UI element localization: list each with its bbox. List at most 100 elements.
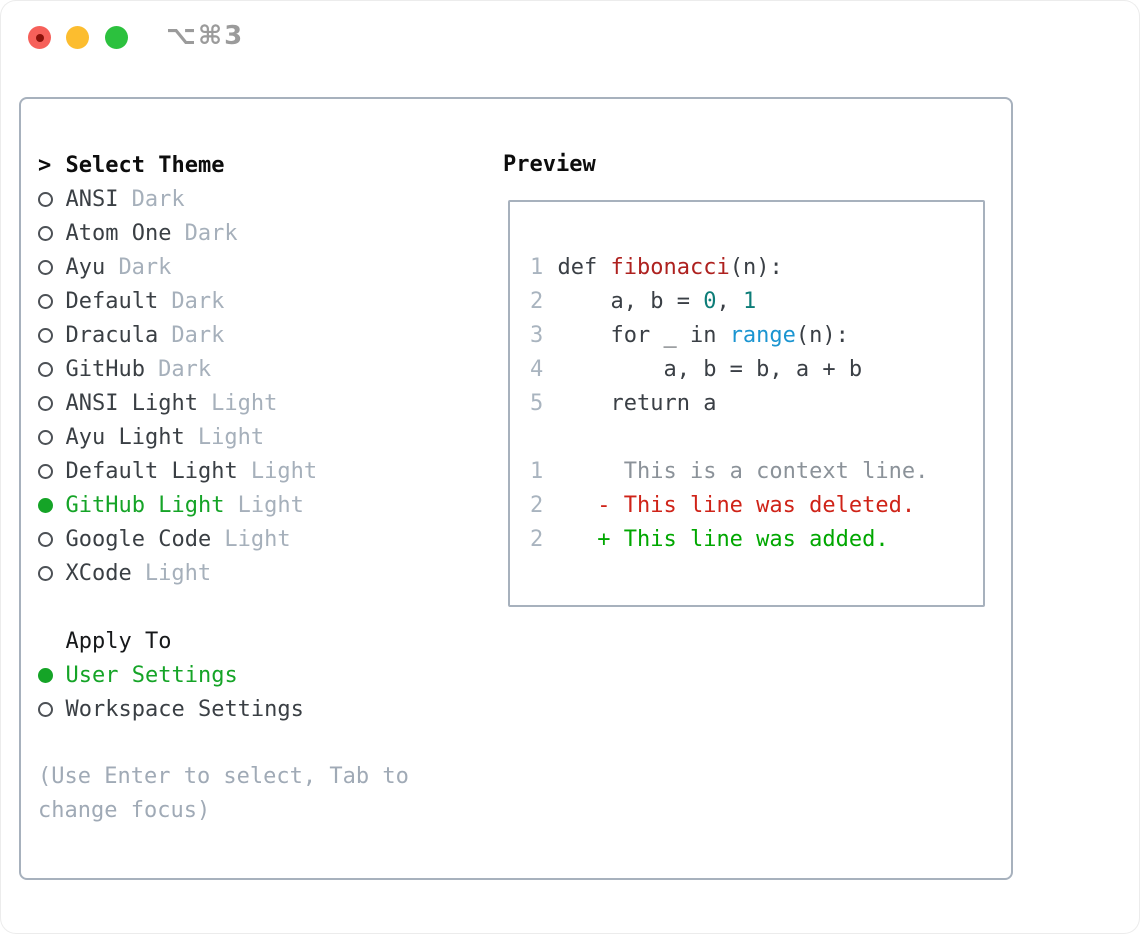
radio-icon	[38, 225, 53, 241]
theme-option-default[interactable]: Default Dark	[38, 284, 488, 318]
theme-variant-tag: Light	[224, 526, 291, 552]
theme-variant-tag: Light	[237, 492, 304, 518]
line-number: 1	[530, 255, 544, 280]
token-code: ,	[716, 289, 743, 314]
theme-option-google-code[interactable]: Google Code Light	[38, 522, 488, 556]
theme-option-dracula[interactable]: Dracula Dark	[38, 318, 488, 352]
preview-title: Preview	[503, 152, 596, 177]
theme-option-label: Default	[65, 288, 159, 314]
line-number: 3	[530, 323, 544, 348]
radio-icon	[38, 429, 53, 445]
theme-option-ansi[interactable]: ANSI Dark	[38, 182, 488, 216]
theme-variant-tag: Light	[144, 560, 212, 586]
token-num: 0	[703, 289, 717, 314]
code-line: 2 - This line was deleted.	[530, 489, 928, 523]
code-line: 3 for _ in range(n):	[530, 319, 928, 353]
token-code: return a	[557, 391, 717, 416]
theme-option-label: Atom One	[65, 220, 172, 246]
radio-icon	[38, 361, 53, 377]
theme-option-label: Default Light	[65, 458, 238, 484]
radio-icon	[38, 531, 53, 547]
apply-option-workspace-settings[interactable]: Workspace Settings	[38, 692, 488, 726]
radio-icon	[38, 701, 53, 717]
token-func: fibonacci	[610, 255, 730, 280]
code-line: 4 a, b = b, a + b	[530, 353, 928, 387]
radio-icon	[38, 259, 53, 275]
radio-icon	[38, 327, 53, 343]
token-num: 1	[742, 289, 757, 314]
token-code: a, b =	[557, 289, 704, 314]
token-builtin: range	[729, 323, 796, 348]
theme-option-github[interactable]: GitHub Dark	[38, 352, 488, 386]
radio-icon	[38, 395, 53, 411]
line-number: 2	[530, 289, 544, 314]
apply-to-title: Apply To	[65, 628, 172, 654]
theme-option-ansi-light[interactable]: ANSI Light Light	[38, 386, 488, 420]
line-number: 4	[530, 357, 544, 382]
token-code: def	[557, 255, 611, 280]
theme-option-label: ANSI Light	[65, 390, 198, 416]
radio-icon	[38, 463, 53, 479]
theme-list: > Select Theme ANSI Dark Atom One Dark Ayu Dar…	[38, 148, 488, 828]
apply-option-user-settings[interactable]: User Settings	[38, 658, 488, 692]
code-line: 1 def fibonacci(n):	[530, 251, 928, 285]
minimize-button-icon[interactable]	[66, 26, 89, 49]
theme-option-label: GitHub Light	[65, 492, 225, 518]
prompt-icon: >	[38, 152, 52, 178]
token-del: - This line was deleted.	[557, 493, 916, 518]
line-number: 5	[530, 391, 544, 416]
code-line: 1 This is a context line.	[530, 455, 928, 489]
apply-option-label: Workspace Settings	[65, 696, 304, 722]
token-code: (n):	[795, 323, 849, 348]
theme-option-label: ANSI	[65, 186, 119, 212]
line-number: 2	[530, 493, 544, 518]
theme-option-label: GitHub	[65, 356, 145, 382]
theme-variant-tag: Dark	[118, 254, 172, 280]
radio-selected-icon	[38, 497, 53, 513]
close-button-icon[interactable]	[28, 26, 51, 49]
radio-icon	[38, 191, 53, 207]
theme-variant-tag: Dark	[171, 322, 225, 348]
theme-picker-panel: > Select Theme ANSI Dark Atom One Dark Ayu Dar…	[19, 97, 1013, 880]
code-line	[530, 421, 928, 455]
radio-icon	[38, 293, 53, 309]
code-line: 5 return a	[530, 387, 928, 421]
keyboard-hint: (Use Enter to select, Tab to change focus…	[38, 760, 488, 828]
theme-option-label: Ayu	[65, 254, 106, 280]
theme-option-github-light[interactable]: GitHub Light Light	[38, 488, 488, 522]
code-line: 2 a, b = 0, 1	[530, 285, 928, 319]
radio-icon	[38, 565, 53, 581]
radio-selected-icon	[38, 667, 53, 683]
hint-text: change focus)	[38, 798, 211, 823]
zoom-button-icon[interactable]	[105, 26, 128, 49]
theme-variant-tag: Light	[211, 390, 278, 416]
window-shortcut-label: ⌥⌘3	[166, 21, 245, 51]
theme-option-label: Google Code	[65, 526, 212, 552]
token-code: a, b = b, a + b	[557, 357, 863, 382]
theme-variant-tag: Light	[250, 458, 318, 484]
theme-option-label: Dracula	[65, 322, 159, 348]
theme-option-ayu[interactable]: Ayu Dark	[38, 250, 488, 284]
theme-option-label: Ayu Light	[65, 424, 185, 450]
token-code: for _ in	[557, 323, 730, 348]
token-code: (n):	[729, 255, 783, 280]
theme-variant-tag: Dark	[184, 220, 238, 246]
token-add: + This line was added.	[557, 527, 889, 552]
line-number: 2	[530, 527, 544, 552]
token-ctx: This is a context line.	[557, 459, 929, 484]
code-line: 2 + This line was added.	[530, 523, 928, 557]
theme-option-atom-one[interactable]: Atom One Dark	[38, 216, 488, 250]
theme-option-xcode[interactable]: XCode Light	[38, 556, 488, 590]
theme-option-default-light[interactable]: Default Light Light	[38, 454, 488, 488]
select-theme-header: > Select Theme	[38, 148, 488, 182]
titlebar: ⌥⌘3	[0, 0, 1140, 74]
theme-variant-tag: Dark	[131, 186, 185, 212]
theme-option-ayu-light[interactable]: Ayu Light Light	[38, 420, 488, 454]
line-number: 1	[530, 459, 544, 484]
hint-text: (Use Enter to select, Tab to	[38, 764, 409, 789]
apply-option-label: User Settings	[65, 662, 238, 688]
apply-to-header: Apply To	[38, 624, 488, 658]
